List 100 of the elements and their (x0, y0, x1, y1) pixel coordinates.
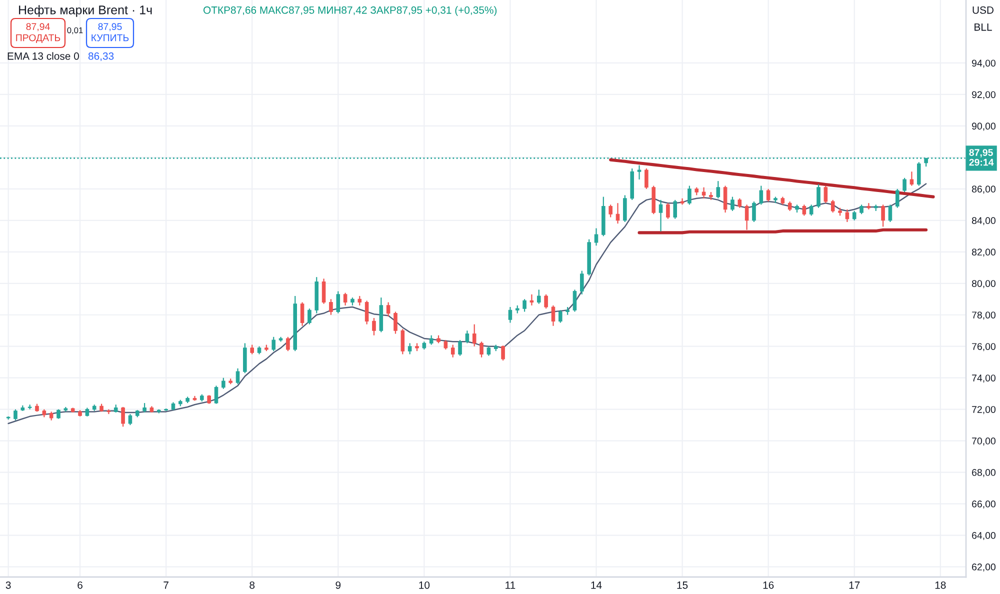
candlestick (572, 289, 577, 312)
ref-line-label: 87,95 29:14 (969, 149, 994, 166)
candlestick (142, 402, 146, 414)
y-tick-label: 68,00 (972, 469, 996, 478)
x-tick-label: 16 (763, 581, 774, 589)
candlestick (536, 289, 541, 304)
candlestick (329, 298, 333, 316)
candlestick (343, 292, 348, 306)
text: USD (972, 6, 994, 14)
annotation: ОТКР87,66 МАКС87,95 МИН87,42 ЗАКР87,95 +0,31 (+0,35%) (203, 6, 497, 16)
candlestick (522, 298, 526, 312)
candlestick (336, 290, 340, 314)
candlestick (558, 310, 562, 324)
candlestick (866, 202, 871, 210)
candlestick (286, 336, 290, 352)
candlestick (623, 194, 627, 223)
candlestick (902, 177, 906, 193)
candlestick (730, 196, 734, 212)
candlestick (128, 414, 132, 426)
candlestick (486, 346, 491, 356)
candlestick (472, 324, 476, 347)
candlestick (888, 204, 892, 223)
x-tick-label: 18 (935, 581, 946, 589)
candlestick (56, 408, 60, 420)
candlestick (895, 188, 900, 208)
chart-title: Нефть марки Brent · 1ч (19, 5, 152, 17)
candlestick (450, 344, 455, 358)
annotation: 86,33 (88, 52, 114, 62)
x-tick-label: 6 (78, 581, 82, 589)
candlestick (830, 199, 835, 214)
x-tick-label: 15 (677, 582, 688, 589)
candlestick (845, 208, 850, 223)
annotation: 87,94 ПРОДАТЬ (16, 23, 60, 44)
candlestick (14, 408, 18, 421)
candlestick (480, 341, 484, 358)
candlestick (394, 311, 398, 334)
candlestick (688, 185, 692, 206)
y-tick-label: 64,00 (972, 532, 996, 540)
candlestick (400, 328, 405, 355)
candlestick (910, 171, 914, 186)
x-tick-label: 14 (591, 582, 602, 589)
y-tick-label: 72,00 (972, 406, 996, 414)
candlestick (250, 344, 254, 355)
candlestick (766, 188, 770, 202)
candlestick (551, 304, 556, 326)
x-tick-label: 10 (419, 581, 430, 589)
candlestick (214, 385, 218, 404)
candlestick (788, 200, 792, 212)
candlestick (429, 334, 434, 346)
text: BLL (974, 24, 992, 31)
candlestick (358, 295, 362, 306)
y-tick-label: 74,00 (972, 374, 996, 383)
candlestick (372, 317, 376, 336)
x-tick-label: 11 (506, 582, 516, 589)
candlestick (243, 342, 247, 374)
candlestick (917, 162, 921, 186)
candlestick (594, 228, 598, 246)
y-tick-label: 94,00 (972, 60, 996, 68)
x-tick-label: 17 (849, 582, 860, 589)
annotation: EMA 13 close 0 (8, 52, 79, 60)
candlestick (300, 302, 304, 326)
y-tick-label: 84,00 (972, 217, 996, 226)
candlestick (723, 185, 728, 214)
y-tick-label: 62,00 (972, 564, 996, 572)
candlestick (364, 300, 369, 325)
candlestick (308, 308, 312, 325)
candlestick (530, 294, 534, 306)
y-tick-label: 76,00 (972, 343, 996, 352)
candlestick (752, 200, 756, 223)
candlestick (881, 204, 885, 228)
annotation: 0,01 (67, 27, 83, 34)
candlestick (458, 340, 462, 356)
x-tick-label: 9 (336, 581, 341, 589)
y-tick-label: 78,00 (972, 312, 996, 320)
y-tick-label: 86,00 (972, 186, 996, 194)
candlestick (644, 168, 648, 190)
candlestick (608, 204, 612, 218)
candlestick (637, 164, 642, 180)
candlestick (824, 185, 828, 204)
candlestick (809, 204, 814, 216)
x-tick-label: 3 (6, 581, 11, 589)
candlestick (236, 368, 240, 385)
candlestick (759, 185, 764, 206)
line-series (8, 183, 927, 424)
y-tick-label: 66,00 (972, 500, 996, 509)
line-series (609, 158, 935, 198)
candlestick (465, 330, 470, 344)
candlestick (322, 278, 326, 304)
candlestick (802, 204, 806, 216)
candlestick (658, 199, 663, 232)
candlestick (702, 186, 706, 199)
x-tick-label: 7 (164, 582, 168, 589)
candlestick (408, 342, 412, 355)
candlestick (222, 377, 226, 390)
annotation: 87,95 КУПИТЬ (92, 23, 129, 42)
candlestick (673, 199, 678, 220)
candlestick (508, 306, 512, 324)
y-tick-label: 82,00 (972, 248, 996, 257)
candlestick (738, 198, 742, 208)
candlestick (744, 204, 749, 230)
